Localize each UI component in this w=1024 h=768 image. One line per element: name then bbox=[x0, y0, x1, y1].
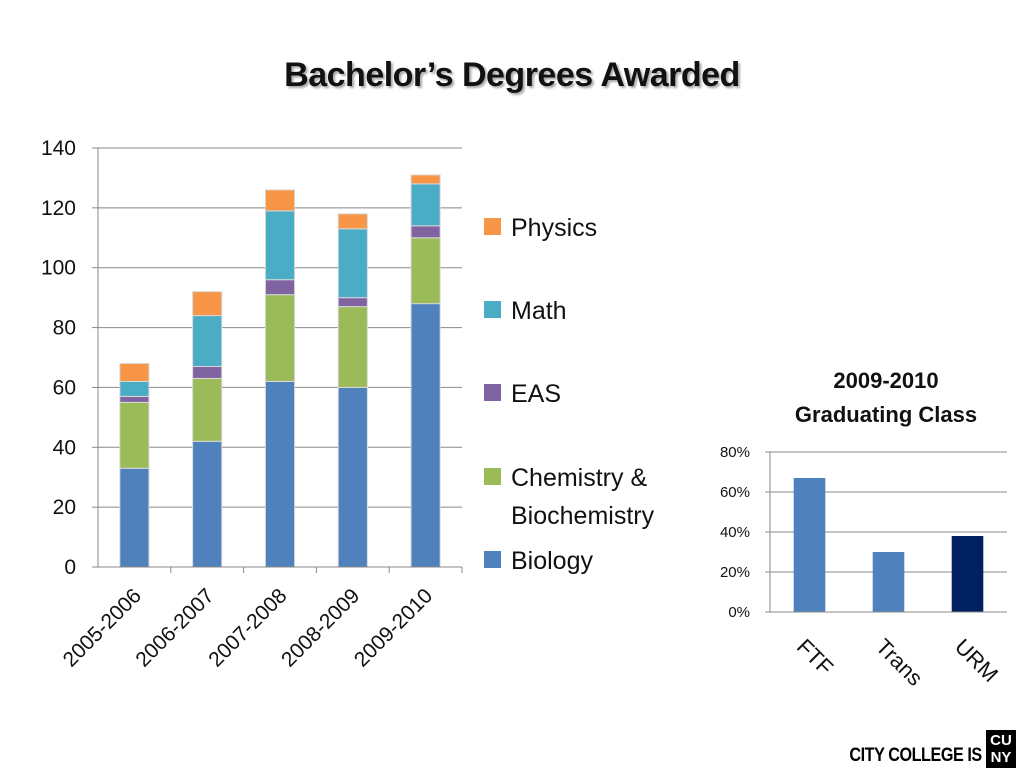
x-tick-label: 2009-2010 bbox=[350, 584, 437, 671]
y-tick-label: 0% bbox=[728, 604, 750, 621]
bar-math bbox=[192, 315, 223, 367]
bar-chemistry-biochemistry bbox=[410, 237, 441, 305]
bar-biology bbox=[337, 386, 368, 568]
x-tick-label: URM bbox=[950, 634, 1003, 687]
small-chart-title: 2009-2010 bbox=[833, 368, 938, 393]
legend-label: Biology bbox=[511, 547, 593, 575]
bar-trans bbox=[872, 552, 905, 612]
bar-physics bbox=[337, 213, 368, 230]
x-tick-label: Trans bbox=[871, 634, 928, 691]
bar-chemistry-biochemistry bbox=[192, 377, 223, 442]
x-tick-label: 2005-2006 bbox=[59, 584, 146, 671]
legend-swatch bbox=[484, 384, 501, 401]
bar-chemistry-biochemistry bbox=[119, 401, 150, 469]
legend-label: Chemistry & bbox=[511, 464, 647, 492]
stacked-bar-legend: Physics Math EAS Chemistry & Biochemistry Bio… bbox=[484, 214, 655, 575]
bar-math bbox=[264, 210, 296, 281]
bar-physics bbox=[264, 189, 296, 212]
bar-math bbox=[337, 228, 368, 299]
slide-title: Bachelor’s Degrees Awarded bbox=[284, 56, 740, 94]
y-tick-label: 140 bbox=[41, 137, 76, 160]
legend-swatch bbox=[484, 468, 501, 485]
bar-urm bbox=[951, 536, 984, 612]
legend-swatch bbox=[484, 551, 501, 568]
y-tick-label: 40 bbox=[53, 436, 76, 459]
legend-swatch bbox=[484, 218, 501, 235]
bar-biology bbox=[119, 467, 150, 568]
footer-text: CITY COLLEGE IS bbox=[849, 745, 983, 766]
bar-eas bbox=[119, 395, 150, 403]
y-tick-label: 0 bbox=[64, 556, 76, 579]
y-tick-label: 20 bbox=[53, 496, 76, 519]
y-tick-label: 100 bbox=[41, 257, 76, 280]
bar-physics bbox=[192, 291, 223, 317]
y-tick-label: 20% bbox=[720, 564, 750, 581]
y-tick-label: 60% bbox=[720, 484, 750, 501]
bar-biology bbox=[264, 380, 296, 568]
cuny-logo-top: CU bbox=[990, 732, 1012, 749]
graduating-class-chart: 2009-2010 Graduating Class 0% 20% 40% 60% 80% F… bbox=[720, 368, 1007, 691]
bar-biology bbox=[192, 440, 223, 568]
bar-ftf bbox=[793, 478, 826, 612]
legend-label: EAS bbox=[511, 380, 561, 408]
cuny-logo-bottom: NY bbox=[990, 749, 1012, 766]
y-tick-label: 60 bbox=[53, 376, 76, 399]
y-tick-label: 40% bbox=[720, 524, 750, 541]
x-tick-label: 2008-2009 bbox=[277, 584, 364, 671]
bar-eas bbox=[337, 297, 368, 308]
stacked-bar-chart: 0 20 40 60 80 100 120 140 2005-20062006-20072007… bbox=[41, 137, 463, 672]
legend-label: Math bbox=[511, 297, 567, 325]
x-tick-label: 2006-2007 bbox=[131, 584, 218, 671]
legend-label: Biochemistry bbox=[511, 502, 655, 530]
y-tick-label: 80% bbox=[720, 444, 750, 461]
bar-math bbox=[410, 183, 441, 227]
y-tick-label: 80 bbox=[53, 317, 76, 340]
bar-math bbox=[119, 380, 150, 397]
footer-branding: CITY COLLEGE IS CU NY bbox=[826, 730, 1016, 768]
bar-eas bbox=[264, 279, 296, 296]
bar-eas bbox=[192, 365, 223, 379]
bar-physics bbox=[410, 174, 441, 185]
legend-swatch bbox=[484, 301, 501, 318]
bar-physics bbox=[119, 362, 150, 382]
bar-chemistry-biochemistry bbox=[337, 306, 368, 388]
bar-eas bbox=[410, 225, 441, 239]
y-tick-label: 120 bbox=[41, 197, 76, 220]
small-chart-title: Graduating Class bbox=[795, 402, 977, 427]
bar-chemistry-biochemistry bbox=[264, 294, 296, 382]
cuny-logo: CU NY bbox=[986, 730, 1016, 768]
legend-label: Physics bbox=[511, 214, 597, 242]
x-tick-label: 2007-2008 bbox=[204, 584, 291, 671]
x-tick-label: FTF bbox=[792, 634, 838, 680]
bar-biology bbox=[410, 303, 441, 568]
